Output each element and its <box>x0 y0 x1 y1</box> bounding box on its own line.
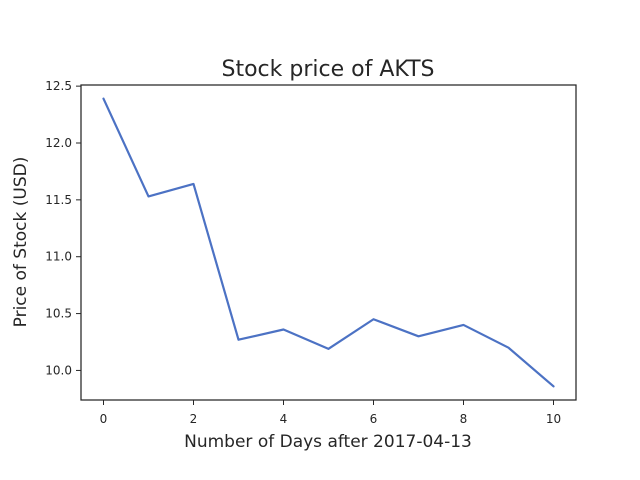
x-tick-label: 6 <box>370 412 378 426</box>
y-tick-label: 10.5 <box>45 307 72 321</box>
axis-ticks: 0 2 4 6 8 10 10.0 10.5 11.0 11.5 12.0 12.5 <box>45 79 561 426</box>
x-tick-label: 2 <box>190 412 198 426</box>
chart-title: Stock price of AKTS <box>222 57 435 82</box>
data-points <box>103 99 553 387</box>
x-tick-label: 8 <box>460 412 468 426</box>
y-tick-label: 11.5 <box>45 193 72 207</box>
y-tick-label: 11.0 <box>45 250 72 264</box>
x-tick-label: 10 <box>546 412 561 426</box>
y-tick-label: 12.0 <box>45 136 72 150</box>
x-tick-label: 0 <box>100 412 108 426</box>
x-tick-label: 4 <box>280 412 288 426</box>
x-axis-label: Number of Days after 2017-04-13 <box>184 432 472 452</box>
plot-frame <box>80 84 577 401</box>
y-axis-label: Price of Stock (USD) <box>11 157 31 328</box>
y-tick-label: 12.5 <box>45 79 72 93</box>
series-line <box>102 97 555 388</box>
y-tick-label: 10.0 <box>45 363 72 377</box>
